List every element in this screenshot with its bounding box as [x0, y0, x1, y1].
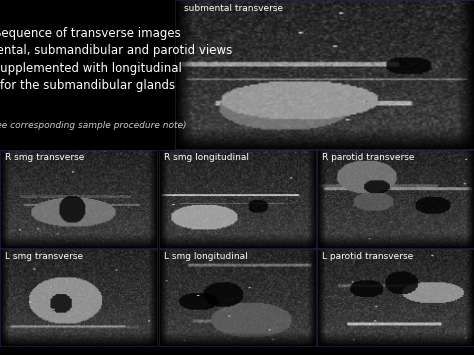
- Text: (see corresponding sample procedure note): (see corresponding sample procedure note…: [0, 121, 187, 130]
- Text: L parotid transverse: L parotid transverse: [322, 252, 413, 261]
- Text: L smg longitudinal: L smg longitudinal: [164, 252, 248, 261]
- Text: R smg transverse: R smg transverse: [5, 153, 84, 162]
- Text: L smg transverse: L smg transverse: [5, 252, 83, 261]
- Text: R parotid transverse: R parotid transverse: [322, 153, 415, 162]
- Text: R smg longitudinal: R smg longitudinal: [164, 153, 249, 162]
- Text: submental transverse: submental transverse: [184, 5, 283, 13]
- Text: Sequence of transverse images
for submental, submandibular and parotid views
sup: Sequence of transverse images for submen…: [0, 27, 232, 92]
